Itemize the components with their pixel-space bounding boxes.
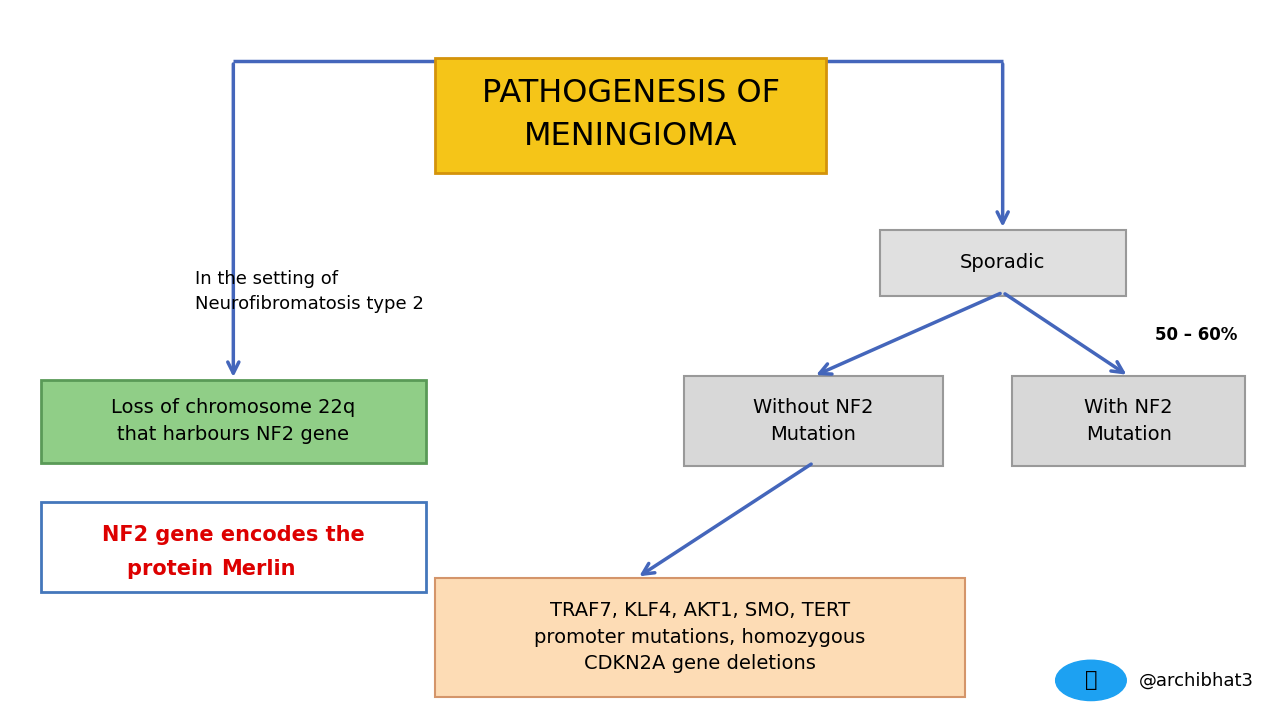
Text: Loss of chromosome 22q
that harbours NF2 gene: Loss of chromosome 22q that harbours NF2… <box>111 398 356 444</box>
FancyBboxPatch shape <box>879 230 1125 296</box>
Text: Without NF2
Mutation: Without NF2 Mutation <box>753 398 874 444</box>
FancyBboxPatch shape <box>435 577 965 697</box>
Text: With NF2
Mutation: With NF2 Mutation <box>1084 398 1172 444</box>
Circle shape <box>1056 660 1126 701</box>
Text: PATHOGENESIS OF
MENINGIOMA: PATHOGENESIS OF MENINGIOMA <box>481 78 780 152</box>
Text: Merlin: Merlin <box>220 559 296 579</box>
Text: @archibhat3: @archibhat3 <box>1139 671 1254 690</box>
FancyBboxPatch shape <box>41 503 426 592</box>
Text: 50 – 60%: 50 – 60% <box>1156 325 1238 344</box>
Text: TRAF7, KLF4, AKT1, SMO, TERT
promoter mutations, homozygous
CDKN2A gene deletion: TRAF7, KLF4, AKT1, SMO, TERT promoter mu… <box>534 601 865 673</box>
FancyBboxPatch shape <box>41 380 426 463</box>
Text: 🐦: 🐦 <box>1084 670 1097 690</box>
Text: protein: protein <box>128 559 220 579</box>
FancyBboxPatch shape <box>1012 376 1245 467</box>
Text: In the setting of
Neurofibromatosis type 2: In the setting of Neurofibromatosis type… <box>196 270 425 313</box>
FancyBboxPatch shape <box>435 58 826 173</box>
FancyBboxPatch shape <box>685 376 943 467</box>
Text: NF2 gene encodes the: NF2 gene encodes the <box>102 526 365 545</box>
Text: Sporadic: Sporadic <box>960 253 1046 272</box>
